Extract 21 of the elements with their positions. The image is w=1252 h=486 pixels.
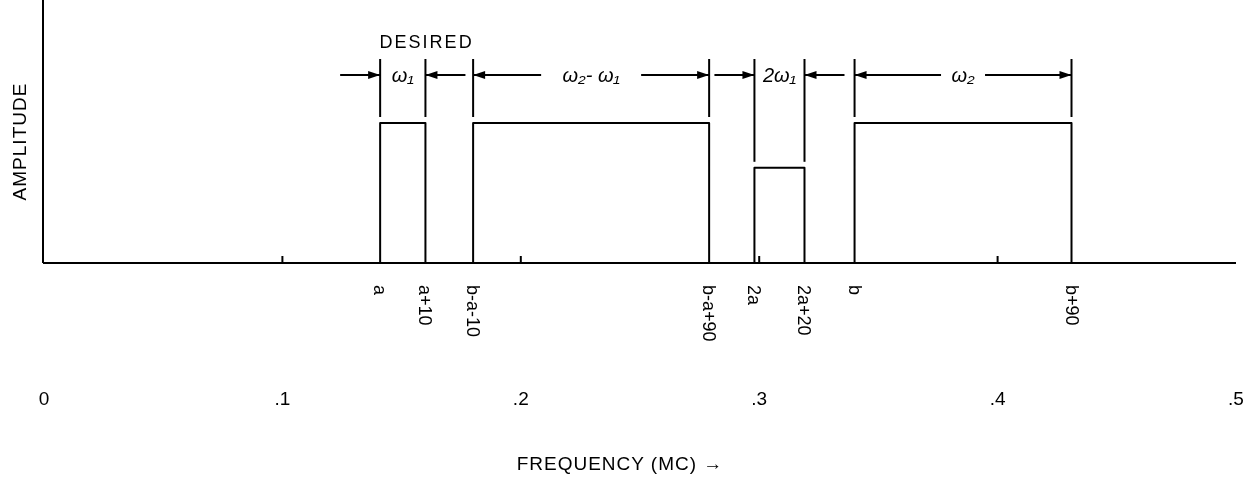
text: 2ω₁ [761, 64, 796, 86]
text: ω₁ [391, 64, 414, 86]
chart-title: DESIRED [379, 32, 474, 52]
x-tick-label: .2 [512, 388, 529, 409]
annotation: b+90 [1061, 285, 1082, 326]
text: ω₂- ω₁ [562, 64, 620, 86]
x-tick-label: .4 [989, 388, 1006, 409]
text: ω₂ [951, 64, 976, 86]
x-axis-title: FREQUENCY (MC) → [516, 453, 724, 474]
y-axis-title: AMPLITUDE [9, 82, 30, 201]
x-tick-label: .5 [1228, 388, 1244, 409]
x-tick-label: .1 [274, 388, 291, 409]
annotation: b-a+90 [699, 285, 720, 342]
annotation: b-a-10 [463, 285, 484, 338]
x-tick-label: .3 [751, 388, 768, 409]
annotation: a+10 [415, 285, 436, 326]
annotation: 2a+20 [794, 285, 815, 336]
annotation: a [370, 285, 391, 296]
annotation: 2a [744, 285, 765, 307]
x-tick-label: 0 [38, 388, 50, 409]
annotation: b [844, 285, 865, 296]
